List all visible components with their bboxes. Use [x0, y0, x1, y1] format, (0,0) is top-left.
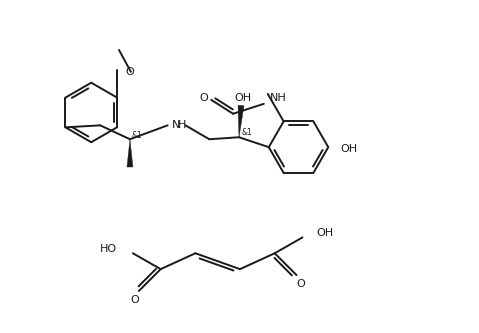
- Text: O: O: [125, 67, 134, 77]
- Text: HO: HO: [100, 244, 117, 254]
- Text: OH: OH: [340, 144, 357, 154]
- Text: NH: NH: [270, 93, 286, 103]
- Text: &1: &1: [132, 131, 143, 140]
- Text: OH: OH: [234, 93, 251, 103]
- Text: N: N: [171, 120, 180, 130]
- Polygon shape: [238, 105, 244, 137]
- Text: O: O: [296, 279, 305, 289]
- Text: &1: &1: [241, 128, 252, 137]
- Text: O: O: [199, 93, 208, 103]
- Text: H: H: [178, 120, 186, 130]
- Text: O: O: [130, 295, 139, 305]
- Polygon shape: [127, 139, 133, 167]
- Text: OH: OH: [316, 228, 333, 238]
